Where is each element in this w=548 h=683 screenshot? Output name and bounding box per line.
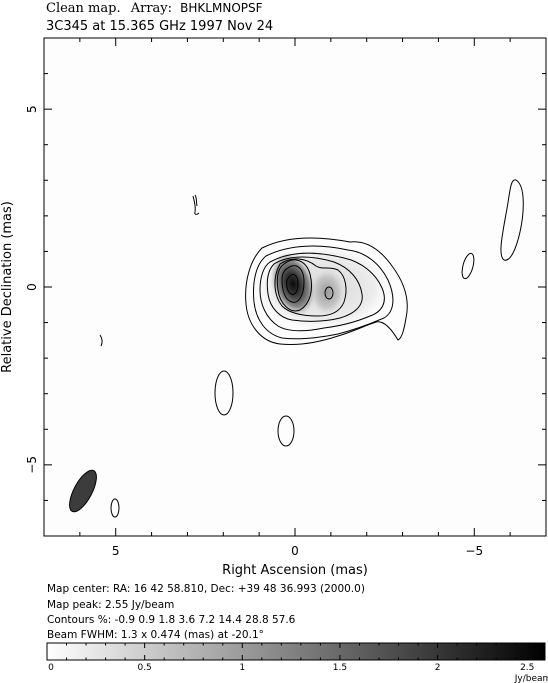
y-tick-label-neg5: −5 <box>25 456 39 474</box>
colorbar-tick-label: 1 <box>239 663 245 673</box>
contour-feature-e1 <box>461 252 475 280</box>
contour-level-5 <box>274 258 347 317</box>
contour-level-8 <box>286 273 299 295</box>
y-axis-label: Relative Declination (mas) <box>0 201 15 373</box>
colorbar-tick-label: 2 <box>435 663 441 673</box>
contour-level-7 <box>281 265 305 303</box>
x-tick-labels: 5 0 −5 <box>112 544 483 558</box>
beam-ellipse <box>69 469 97 513</box>
x-tick-label-neg5: −5 <box>465 544 483 558</box>
contour-level-1 <box>245 237 408 345</box>
y-tick-label-5: 5 <box>25 105 39 113</box>
title-prefix: Clean map. <box>46 1 121 16</box>
colorbar <box>46 642 546 661</box>
jet-component <box>307 266 347 318</box>
y-tick-labels: 5 0 −5 <box>25 105 39 473</box>
contour-level-4 <box>266 256 363 322</box>
contour-jet-knot <box>324 286 334 300</box>
colorbar-tick-label: 2.5 <box>520 663 534 673</box>
contour-level-2 <box>253 245 394 340</box>
contour-lines <box>99 179 524 518</box>
y-tick-label-0: 0 <box>25 283 39 291</box>
contour-feature-sw <box>214 370 234 416</box>
map-center-text: Map center: RA: 16 42 58.810, Dec: +39 4… <box>47 583 365 595</box>
x-axis-label: Right Ascension (mas) <box>222 563 368 578</box>
contour-feature-e2 <box>500 179 524 261</box>
map-info: Map center: RA: 16 42 58.810, Dec: +39 4… <box>47 583 365 641</box>
map-subtitle: 3C345 at 15.365 GHz 1997 Nov 24 <box>46 19 273 34</box>
contour-level-3 <box>259 252 385 332</box>
intensity-image <box>251 243 395 333</box>
x-tick-label-5: 5 <box>112 544 120 558</box>
map-title: Clean map. Array: BHKLMNOPSF <box>46 1 263 16</box>
array-value: BHKLMNOPSF <box>180 1 262 15</box>
x-tick-label-0: 0 <box>291 544 299 558</box>
axis-ticks <box>43 37 547 537</box>
contour-feature-sw2 <box>110 498 120 518</box>
contour-feature-nw <box>192 194 200 215</box>
colorbar-unit: Jy/beam <box>514 674 548 683</box>
map-peak-text: Map peak: 2.55 Jy/beam <box>47 599 174 611</box>
colorbar-tick-label: 1.5 <box>333 663 347 673</box>
colorbar-tick-label: 0.5 <box>137 663 151 673</box>
array-label: Array: <box>130 1 172 16</box>
colorbar-ticks <box>46 643 536 660</box>
colorbar-tick-labels: 0 0.5 1 1.5 2 2.5 <box>48 663 534 673</box>
colorbar-tick-label: 0 <box>48 663 54 673</box>
contours-text: Contours %: -0.9 0.9 1.8 3.6 7.2 14.4 28… <box>47 614 296 626</box>
contour-level-6 <box>276 259 313 312</box>
contour-feature-w <box>99 334 103 347</box>
contour-feature-s <box>277 415 295 447</box>
beam-fwhm-text: Beam FWHM: 1.3 x 0.474 (mas) at -20.1° <box>47 629 264 641</box>
